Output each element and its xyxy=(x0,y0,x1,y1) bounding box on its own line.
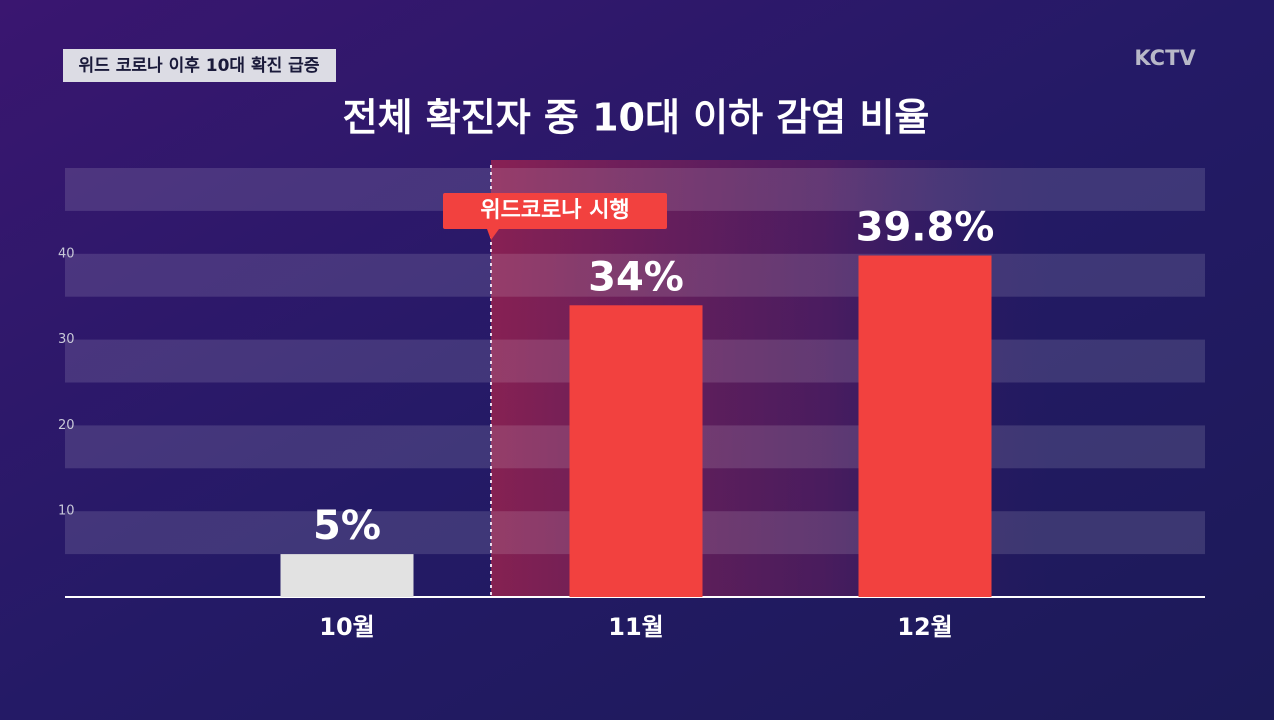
value-label: 34% xyxy=(588,254,684,300)
tag: 위드 코로나 이후 10대 확진 급증 xyxy=(79,55,320,76)
bar xyxy=(280,554,414,597)
bar xyxy=(569,305,703,597)
grid-line xyxy=(65,253,1205,297)
logo: KCTV xyxy=(1134,46,1196,70)
annotation: 위드코로나 시행 xyxy=(480,198,629,223)
bar xyxy=(858,255,992,598)
y-tick-label: 40 xyxy=(58,246,75,261)
x-tick-label: 12월 xyxy=(897,613,952,641)
marks: 5% 10월 34% 11월 39.8% 12월 xyxy=(280,205,995,641)
x-tick-label: 10월 xyxy=(319,613,374,641)
y-tick-label: 10 xyxy=(58,504,75,519)
y-tick-label: 20 xyxy=(58,418,75,433)
value-label: 39.8% xyxy=(856,205,995,251)
chart-title: 전체 확진자 중 10대 이하 감염 비율 xyxy=(343,96,930,140)
y-tick-label: 30 xyxy=(58,332,75,347)
x-tick-label: 11월 xyxy=(608,613,663,641)
annotation-box xyxy=(443,193,667,229)
annotation-pointer xyxy=(487,229,499,240)
value-label: 5% xyxy=(313,503,381,549)
tag-box xyxy=(63,49,336,82)
